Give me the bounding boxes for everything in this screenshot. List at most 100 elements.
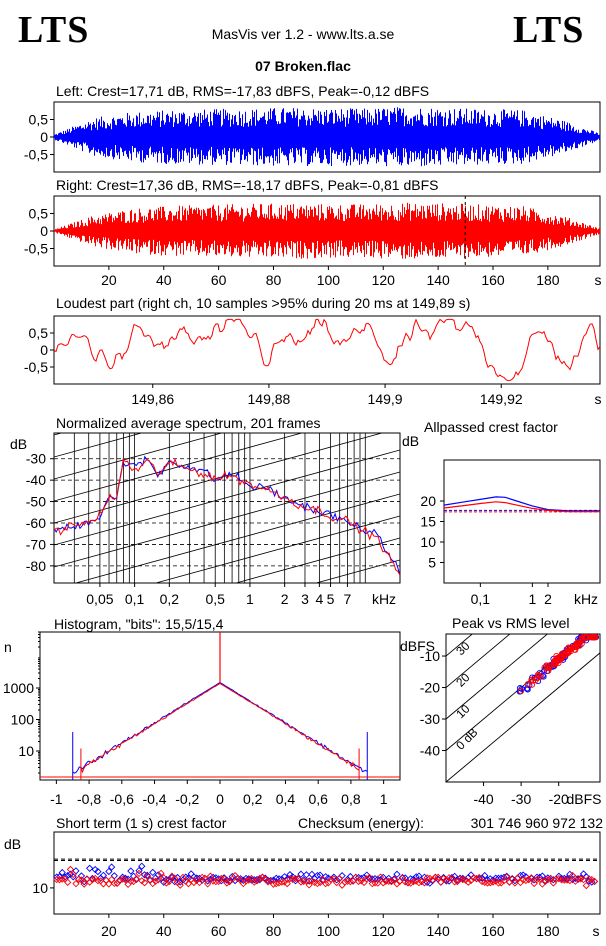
x-tick-label: -30	[511, 791, 531, 807]
short-term-point	[368, 875, 376, 883]
y-tick-label: 10	[32, 880, 48, 896]
short-term-frame	[53, 831, 601, 915]
short-term-point	[335, 874, 343, 883]
spectrum-slope-line	[54, 433, 304, 502]
short-term-point	[365, 873, 374, 882]
allpassed-series-left	[443, 496, 600, 512]
short-term-point	[549, 879, 557, 887]
short-term-point	[86, 864, 94, 872]
x-tick-label: 1	[528, 591, 536, 607]
short-term-point	[256, 874, 264, 882]
peak-rms-point	[523, 685, 530, 692]
x-tick-label: 2	[544, 591, 552, 607]
x-tick-label: -20	[549, 791, 569, 807]
x-unit-label: kHz	[372, 591, 396, 607]
y-tick-label: 0,5	[29, 206, 49, 222]
short-term-point	[217, 874, 226, 883]
y-tick-label: 100	[11, 712, 35, 728]
short-term-point	[105, 880, 113, 888]
short-term-point	[121, 876, 129, 884]
crest-line	[446, 634, 586, 752]
spectrum-series-left	[54, 455, 400, 576]
short-term-point	[379, 879, 387, 887]
spectrum-slope-line	[54, 433, 384, 524]
x-tick-label: -0,2	[175, 791, 199, 807]
x-tick-label: 149,88	[248, 391, 291, 407]
short-term-point	[110, 879, 118, 888]
x-tick-label: 0,1	[125, 591, 145, 607]
short-term-point	[234, 874, 242, 883]
short-term-point	[64, 878, 72, 887]
short-term-point	[387, 877, 396, 885]
short-term-point	[332, 876, 341, 884]
short-term-point	[387, 877, 396, 886]
x-tick-label: 120	[372, 272, 396, 288]
y-tick-label: -0,5	[24, 241, 48, 257]
spectrum-slope-line	[314, 559, 400, 583]
short-term-point	[209, 873, 217, 881]
short-term-point	[533, 876, 541, 884]
x-tick-label: 160	[481, 923, 505, 939]
short-term-point	[228, 872, 236, 881]
x-unit-label: s	[595, 391, 602, 407]
short-term-point	[527, 874, 536, 882]
short-term-point	[138, 877, 146, 885]
x-unit-label: dBFS	[566, 791, 601, 807]
spectrum-slope-line	[54, 274, 400, 369]
loudest-trace	[53, 318, 601, 382]
peak-rms-title: Peak vs RMS level	[452, 615, 569, 631]
short-term-point	[313, 871, 322, 880]
x-tick-label: 120	[372, 923, 396, 939]
spectrum-ylabel: dB	[10, 436, 27, 452]
short-term-point	[566, 876, 574, 885]
y-tick-label: -70	[26, 536, 46, 552]
y-tick-label: -30	[26, 451, 46, 467]
peak-rms-frame	[445, 633, 601, 783]
short-term-point	[272, 874, 280, 882]
short-term-point	[503, 873, 511, 881]
short-term-point	[88, 876, 97, 884]
y-tick-label: -0,5	[24, 359, 48, 375]
short-term-point	[450, 878, 459, 886]
peak-rms-point	[562, 651, 569, 658]
peak-rms-point	[572, 644, 579, 651]
short-term-point	[223, 879, 231, 887]
y-tick-label: 0	[40, 342, 48, 358]
short-term-point	[105, 867, 113, 876]
x-unit-label: kHz	[574, 591, 598, 607]
short-term-point	[368, 880, 376, 888]
short-term-point	[162, 875, 171, 884]
x-tick-label: 0,1	[471, 591, 491, 607]
short-term-point	[297, 870, 305, 878]
x-unit-label: s	[595, 272, 602, 288]
y-tick-label: 5	[428, 555, 436, 571]
short-term-point	[204, 880, 212, 888]
short-term-point	[434, 873, 442, 881]
allpassed-frame	[443, 459, 601, 584]
x-tick-label: 100	[317, 923, 341, 939]
y-tick-label: 0,5	[29, 325, 49, 341]
y-tick-label: -80	[26, 558, 46, 574]
x-tick-label: -0,4	[142, 791, 166, 807]
y-tick-label: 0	[40, 223, 48, 239]
spectrum-title: Normalized average spectrum, 201 frames	[56, 415, 321, 431]
short-term-point	[278, 878, 286, 886]
short-term-point	[574, 875, 582, 883]
short-term-point	[552, 875, 560, 883]
short-term-point	[149, 879, 157, 888]
short-term-point	[171, 874, 179, 882]
short-term-point	[327, 875, 335, 884]
y-tick-label: -40	[26, 472, 46, 488]
peak-rms-point	[553, 652, 560, 660]
histogram-ylabel: n	[4, 639, 12, 655]
allpassed-series-right	[443, 501, 600, 513]
short-term-point	[264, 878, 272, 886]
short-term-point	[66, 865, 75, 874]
short-term-point	[291, 874, 300, 883]
x-tick-label: 160	[481, 272, 505, 288]
histogram-series-right	[80, 682, 360, 774]
short-term-point	[536, 875, 544, 883]
crest-line	[446, 634, 473, 657]
short-term-point	[546, 874, 555, 883]
